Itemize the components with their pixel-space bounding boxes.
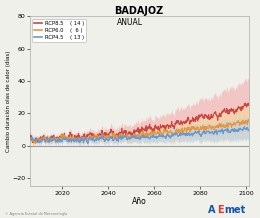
Title: BADAJOZ: BADAJOZ <box>115 5 164 15</box>
Legend: RCP8.5    ( 14 ), RCP6.0    (  6 ), RCP4.5    ( 13 ): RCP8.5 ( 14 ), RCP6.0 ( 6 ), RCP4.5 ( 13… <box>32 19 86 42</box>
Text: E: E <box>217 205 224 215</box>
Text: © Agencia Estatal de Meteorología: © Agencia Estatal de Meteorología <box>5 212 67 216</box>
X-axis label: Año: Año <box>132 197 147 206</box>
Text: A: A <box>208 205 216 215</box>
Y-axis label: Cambio duración olas de calor (días): Cambio duración olas de calor (días) <box>5 51 11 152</box>
Text: ANUAL: ANUAL <box>117 18 143 27</box>
Text: met: met <box>224 205 245 215</box>
